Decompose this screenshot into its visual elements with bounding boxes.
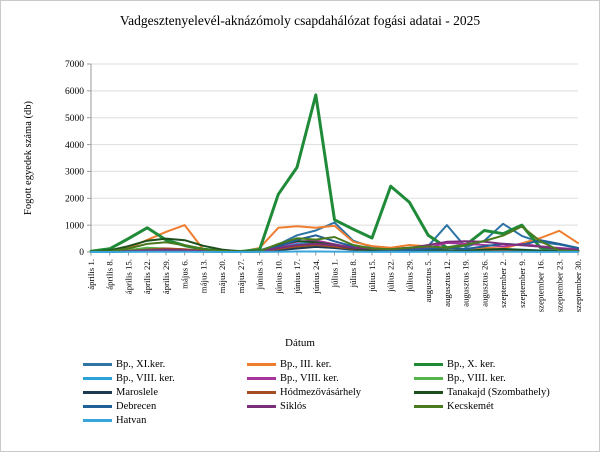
y-tick-label: 6000 — [65, 87, 84, 97]
series-line-2 — [89, 93, 580, 253]
x-tick-label: augusztus 19. — [461, 259, 471, 307]
chart-title: Vadgesztenyelevél-aknázómoly csapdahálóz… — [119, 13, 481, 28]
x-axis-title: Dátum — [285, 337, 315, 349]
legend-swatch — [414, 390, 443, 394]
x-tick-label: május 13. — [198, 259, 208, 293]
series-line-12 — [90, 250, 579, 253]
legend-item-9: Debrecen — [83, 401, 247, 412]
y-tick-label: 1000 — [65, 221, 84, 231]
x-tick-label: június 17. — [292, 259, 302, 295]
legend-label: Bp., VIII. ker. — [447, 373, 506, 385]
legend-label: Siklós — [280, 400, 307, 412]
legend-label: Hatvan — [116, 414, 147, 426]
y-tick-label: 4000 — [65, 141, 84, 151]
legend-swatch — [247, 404, 276, 408]
legend-swatch — [414, 404, 443, 408]
series-line-11 — [90, 225, 579, 253]
legend-label: Tanakajd (Szombathely) — [447, 386, 550, 398]
chart-legend: Bp., XI.ker. Bp., III. ker. Bp., X. ker. Bp… — [83, 358, 588, 427]
x-tick-label: július 29. — [404, 259, 414, 293]
series-line-10 — [90, 240, 579, 253]
legend-label: Bp., X. ker. — [447, 359, 496, 371]
x-tick-label: április 8. — [105, 259, 115, 290]
legend-item-2: Bp., X. ker. — [414, 359, 588, 370]
legend-label: Hódmezővásárhely — [280, 386, 362, 398]
legend-label: Bp., III. ker. — [280, 359, 332, 371]
legend-label: Debrecen — [116, 400, 157, 412]
y-tick-label: 3000 — [65, 168, 84, 178]
legend-swatch — [83, 418, 112, 422]
x-tick-label: augusztus 26. — [479, 259, 489, 307]
legend-swatch — [83, 377, 112, 381]
legend-item-5: Bp., VIII. ker. — [414, 373, 588, 384]
x-tick-label: április 15. — [123, 259, 133, 294]
x-tick-label: május 27. — [236, 259, 246, 293]
legend-label: Kecskemét — [447, 400, 494, 412]
legend-label: Maroslele — [116, 386, 158, 398]
x-tick-label: július 22. — [386, 259, 396, 293]
legend-item-11: Kecskemét — [414, 401, 588, 412]
x-tick-label: május 20. — [217, 259, 227, 293]
legend-item-10: Siklós — [247, 401, 414, 412]
legend-item-6: Maroslele — [83, 387, 247, 398]
legend-item-7: Hódmezővásárhely — [247, 387, 414, 398]
legend-item-4: Bp., VIII. ker. — [247, 373, 414, 384]
x-tick-label: június 24. — [311, 259, 321, 295]
x-tick-label: július 15. — [367, 259, 377, 293]
legend-swatch — [247, 363, 276, 367]
y-tick-label: 5000 — [65, 114, 84, 124]
legend-swatch — [414, 363, 443, 367]
legend-item-8: Tanakajd (Szombathely) — [414, 387, 588, 398]
legend-swatch — [83, 390, 112, 394]
x-tick-label: szeptember 2. — [498, 259, 508, 308]
x-tick-label: július 8. — [348, 259, 358, 288]
x-tick-label: szeptember 23. — [554, 259, 564, 312]
x-tick-label: április 1. — [86, 259, 96, 290]
legend-swatch — [83, 363, 112, 367]
chart-canvas: 0 1000 2000 3000 4000 5000 6000 7000 április 1. á… — [23, 60, 583, 312]
legend-label: Bp., VIII. ker. — [280, 373, 339, 385]
x-tick-label: szeptember 16. — [536, 259, 546, 312]
legend-label: Bp., VIII. ker. — [116, 373, 175, 385]
legend-swatch — [83, 404, 112, 408]
y-tick-label: 2000 — [65, 194, 84, 204]
legend-item-1: Bp., III. ker. — [247, 359, 414, 370]
legend-item-3: Bp., VIII. ker. — [83, 373, 247, 384]
x-tick-label: július 1. — [330, 259, 340, 288]
legend-swatch — [247, 377, 276, 381]
x-tick-label: május 6. — [180, 259, 190, 289]
x-tick-label: augusztus 5. — [423, 259, 433, 303]
legend-item-0: Bp., XI.ker. — [83, 359, 247, 370]
y-tick-label: 0 — [79, 248, 84, 258]
legend-swatch — [414, 377, 443, 381]
legend-label: Bp., XI.ker. — [116, 359, 166, 371]
x-tick-label: augusztus 12. — [442, 259, 452, 307]
legend-swatch — [247, 390, 276, 394]
x-tick-label: június 10. — [273, 259, 283, 295]
x-tick-label: szeptember 9. — [517, 259, 527, 308]
y-tick-label: 7000 — [65, 60, 84, 70]
x-tick-label: április 29. — [161, 259, 171, 294]
x-tick-label: április 22. — [142, 259, 152, 294]
x-tick-label: június 3. — [255, 259, 265, 290]
y-axis-title: Fogott egyedek száma (db) — [23, 100, 34, 215]
x-tick-label: szeptember 30. — [573, 259, 583, 312]
legend-item-12: Hatvan — [83, 415, 247, 426]
